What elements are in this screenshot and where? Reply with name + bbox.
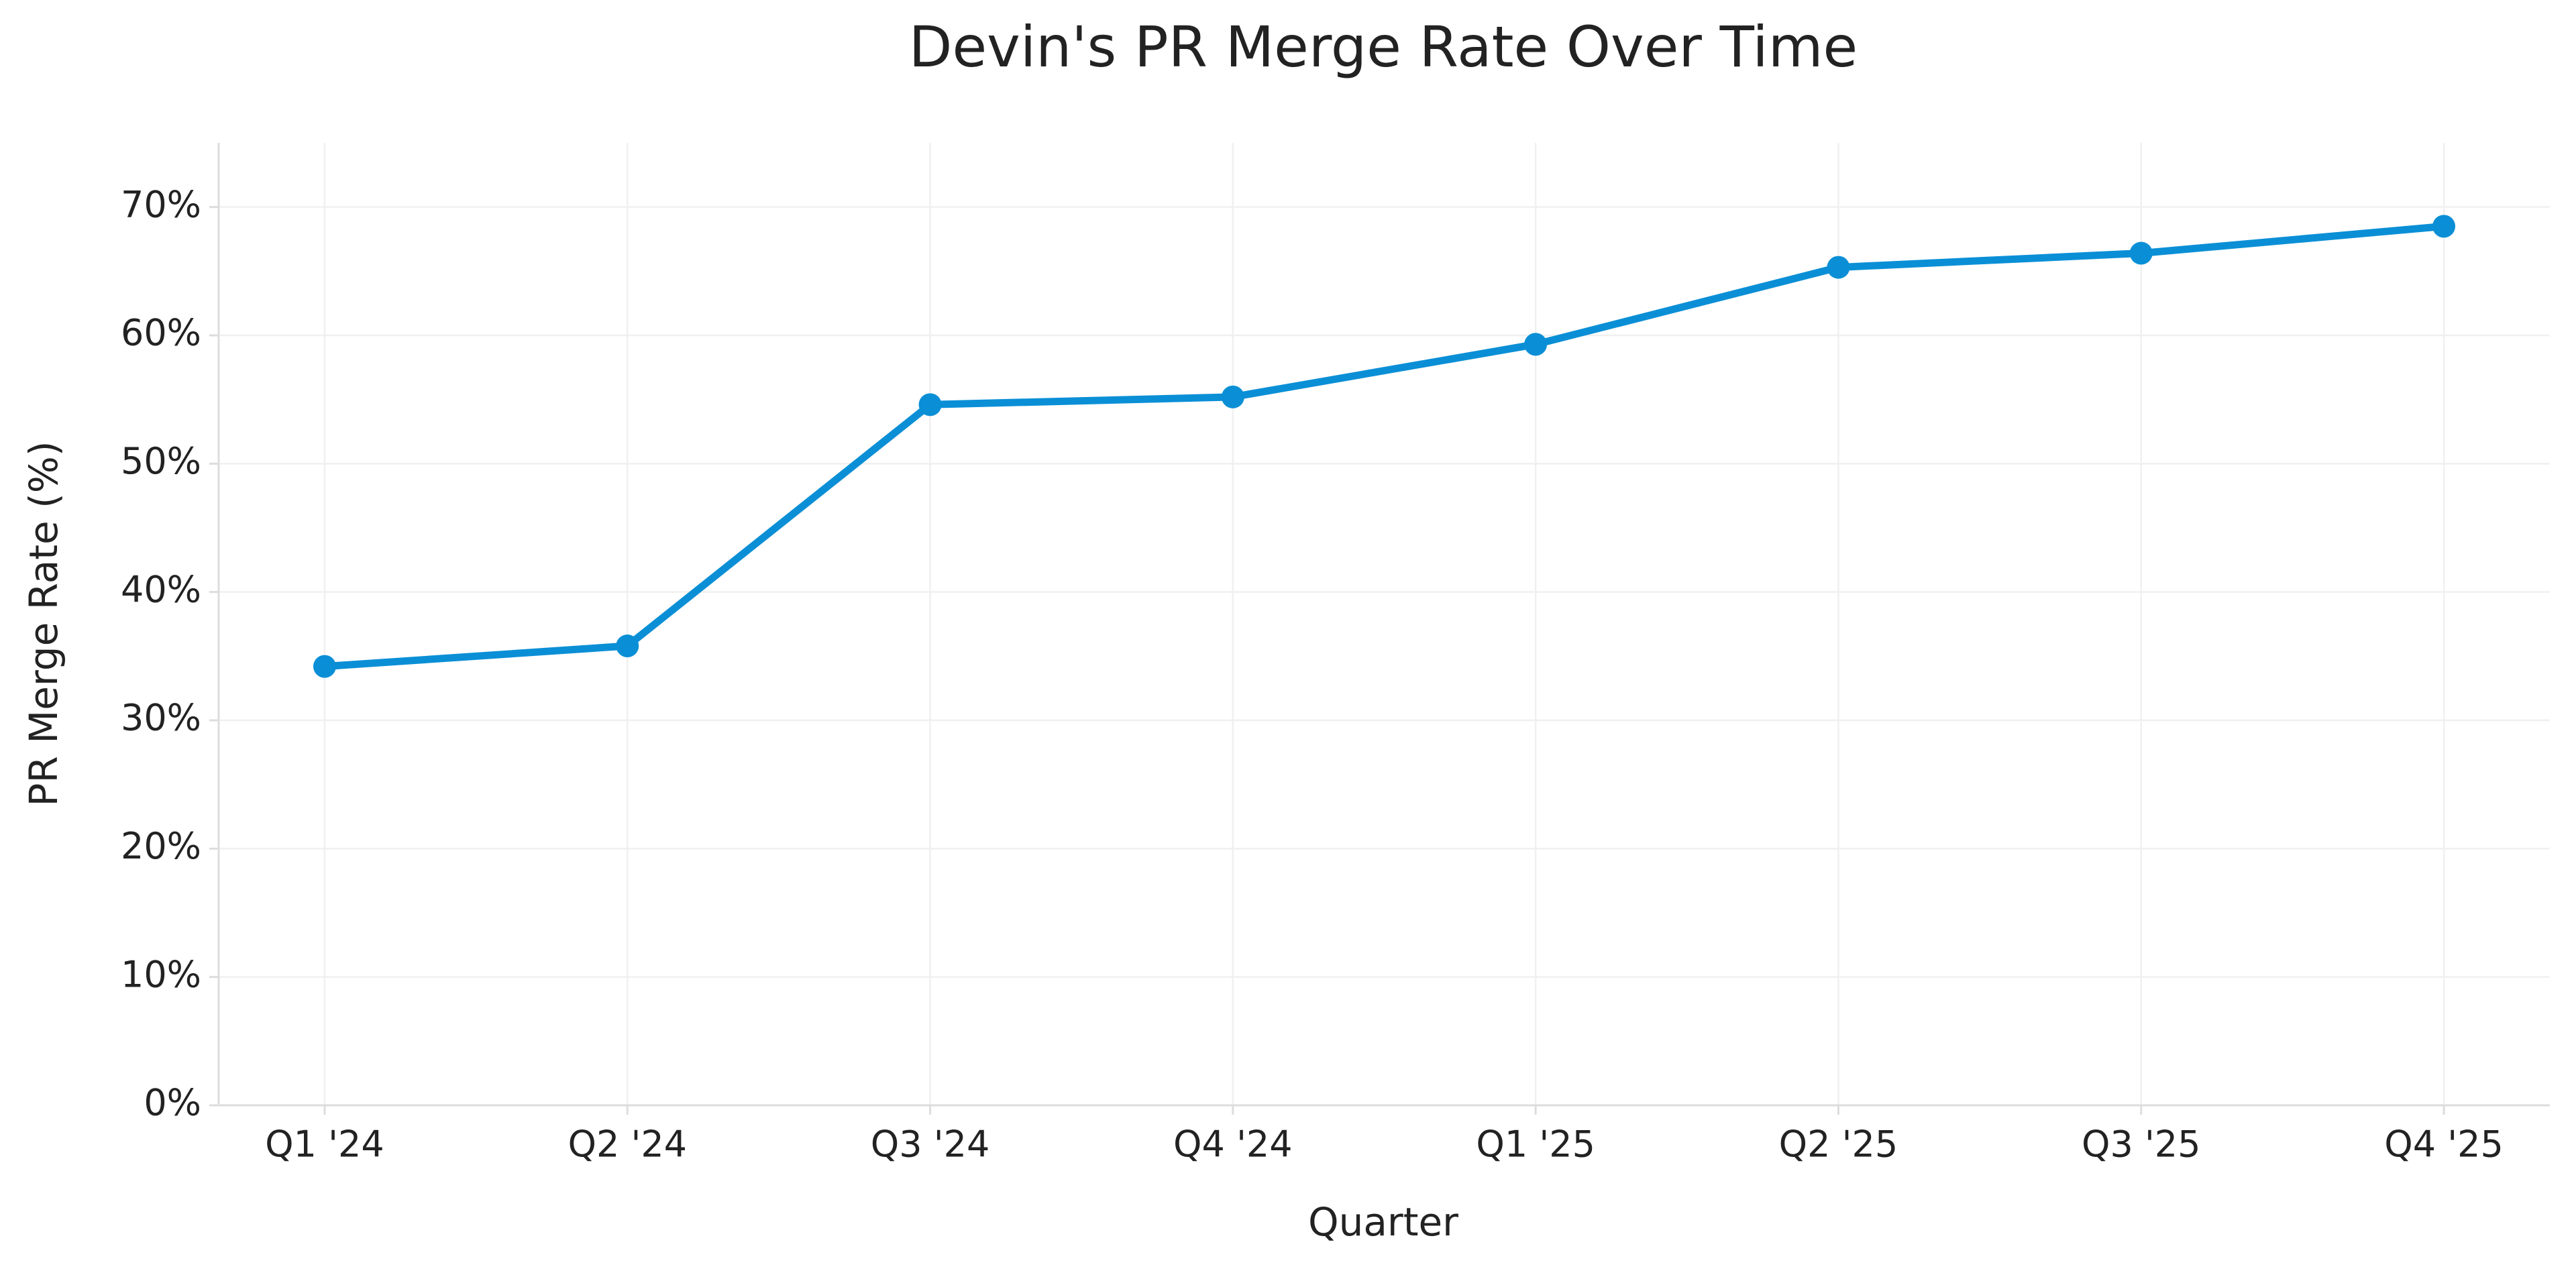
data-point [918,393,942,417]
data-point [313,655,336,678]
data-point [1221,385,1244,408]
data-point [2129,241,2153,265]
data-point [1827,256,1850,279]
x-axis-label: Quarter [1308,1199,1458,1245]
chart-title: Devin's PR Merge Rate Over Time [909,14,1858,80]
data-point [2432,215,2456,238]
y-tick-label: 30% [121,697,201,739]
x-tick-label: Q1 '25 [1476,1123,1595,1166]
y-tick-label: 60% [121,312,201,354]
y-tick-label: 70% [121,183,201,225]
x-tick-label: Q1 '24 [265,1123,384,1166]
y-axis-label: PR Merge Rate (%) [21,441,66,807]
y-tick-label: 50% [121,440,201,482]
data-point [1524,333,1548,356]
y-tick-label: 40% [121,568,201,610]
x-tick-label: Q3 '25 [2082,1123,2201,1166]
y-tick-label: 0% [144,1082,201,1124]
x-tick-label: Q2 '25 [1779,1123,1898,1166]
x-tick-label: Q3 '24 [871,1123,990,1166]
x-tick-label: Q4 '25 [2384,1123,2504,1166]
data-line [321,222,2448,671]
x-tick-label: Q4 '24 [1173,1123,1293,1166]
y-tick-label: 10% [121,953,201,995]
data-point [616,634,639,658]
x-tick-label: Q2 '24 [568,1123,687,1166]
y-tick-label: 20% [121,825,201,867]
